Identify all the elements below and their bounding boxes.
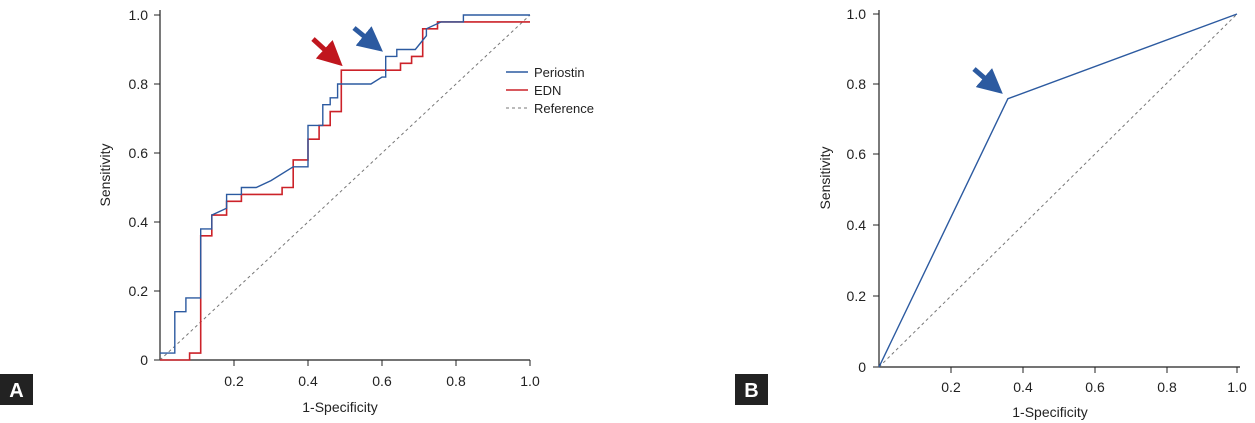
panel-a-label: A: [0, 374, 33, 405]
red-arrow: [311, 37, 343, 67]
panel-b-y-ticks: 0 0.2 0.4 0.6 0.8 1.0: [847, 6, 879, 375]
y-tick-label: 0: [140, 352, 148, 368]
panel-a-legend: Periostin EDN Reference: [506, 65, 594, 116]
panel-b-x-ticks: 0.2 0.4 0.6 0.8 1.0: [941, 367, 1247, 395]
legend-periostin-label: Periostin: [534, 65, 585, 80]
panel-b-letter: B: [744, 380, 758, 402]
reference-line: [159, 14, 531, 361]
x-tick-label: 0.6: [1085, 379, 1105, 395]
roc-line: [878, 13, 1238, 368]
y-tick-label: 1.0: [129, 7, 149, 23]
panel-a-x-axis-title: 1-Specificity: [302, 399, 377, 415]
y-tick-label: 0.4: [847, 217, 867, 233]
x-tick-label: 0.4: [298, 373, 318, 389]
y-tick-label: 0.4: [129, 214, 149, 230]
panel-a-letter: A: [9, 380, 23, 402]
y-tick-label: 0.6: [129, 145, 149, 161]
panel-b-x-axis-title: 1-Specificity: [1012, 404, 1087, 420]
edn-line: [160, 21, 530, 361]
reference-line: [878, 13, 1238, 368]
y-tick-label: 0.2: [129, 283, 149, 299]
periostin-line: [160, 14, 530, 354]
x-tick-label: 0.8: [446, 373, 466, 389]
panel-a-roc-chart: 0 0.2 0.4 0.6 0.8 1.0 0.2 0.4 0.6 0.8 1.…: [0, 7, 594, 415]
x-tick-label: 0.6: [372, 373, 392, 389]
y-tick-label: 0.6: [847, 146, 867, 162]
x-tick-label: 1.0: [520, 373, 540, 389]
x-tick-label: 0.8: [1157, 379, 1177, 395]
x-tick-label: 1.0: [1227, 379, 1247, 395]
legend-reference-label: Reference: [534, 101, 594, 116]
y-tick-label: 0.8: [129, 76, 149, 92]
x-tick-label: 0.2: [224, 373, 244, 389]
panel-a-x-ticks: 0.2 0.4 0.6 0.8 1.0: [224, 360, 540, 389]
y-tick-label: 0: [858, 359, 866, 375]
blue-arrow: [972, 67, 1003, 94]
y-tick-label: 0.8: [847, 76, 867, 92]
panel-b-roc-chart: 0 0.2 0.4 0.6 0.8 1.0 0.2 0.4 0.6 0.8 1.…: [735, 6, 1247, 420]
legend-edn-label: EDN: [534, 83, 561, 98]
panel-a-y-ticks: 0 0.2 0.4 0.6 0.8 1.0: [129, 7, 160, 368]
y-tick-label: 1.0: [847, 6, 867, 22]
blue-arrow: [352, 26, 383, 52]
panel-a-y-axis-title: Sensitivity: [97, 143, 113, 206]
x-tick-label: 0.2: [941, 379, 961, 395]
panel-b-y-axis-title: Sensitivity: [817, 146, 833, 209]
panel-b-label: B: [735, 374, 768, 405]
y-tick-label: 0.2: [847, 288, 867, 304]
x-tick-label: 0.4: [1013, 379, 1033, 395]
